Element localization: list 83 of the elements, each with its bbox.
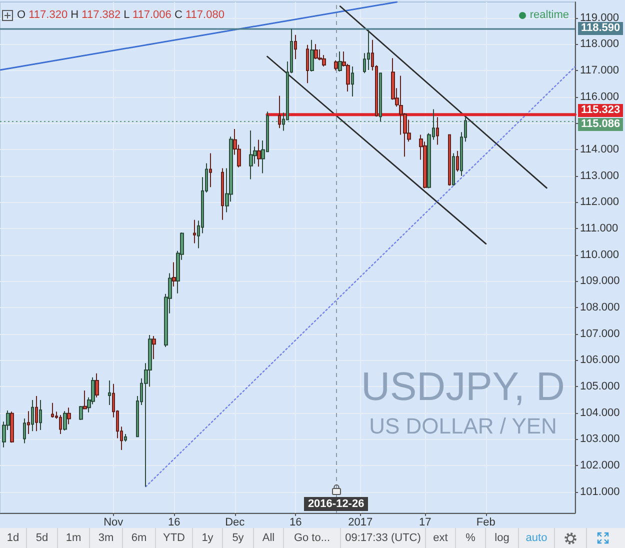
text: 5y (222, 528, 253, 548)
annotation: O 117.320 H 117.382 L 117.006 C 117.080 (17, 9, 224, 21)
candlestick (35, 396, 38, 432)
y-tick-label: 104.000 (580, 406, 620, 419)
text: All (253, 528, 283, 548)
candlestick (193, 219, 196, 244)
annotation: realtime (530, 9, 569, 22)
candlestick (59, 414, 62, 434)
candlestick (314, 44, 318, 60)
y-tick-label: 109.000 (580, 275, 620, 288)
text: US DOLLAR / YEN (369, 414, 557, 438)
candlestick (448, 134, 451, 186)
y-tick-label: 106.000 (580, 354, 620, 366)
candlestick (67, 407, 71, 425)
text: 1d (6, 531, 20, 546)
candlestick (51, 402, 54, 418)
y-tick-label: 111.000 (580, 222, 618, 235)
x-tick-label: Feb (476, 516, 496, 528)
y-tick-label: 116.000 (580, 90, 619, 103)
y-tick-label: 105.000 (580, 380, 620, 393)
y-tick-label: 114.000 (580, 144, 619, 156)
candlestick (27, 410, 30, 434)
x-tick-label: 16 (168, 516, 180, 528)
y-tick-label: 108.000 (580, 302, 620, 314)
candlestick (124, 433, 127, 442)
candlestick (310, 39, 314, 72)
y-tick-label: 102.000 (580, 460, 620, 472)
candlestick (39, 400, 42, 431)
text: auto (518, 528, 554, 548)
candlestick (338, 51, 342, 72)
x-tick-label: 16 (289, 516, 302, 528)
candlestick (152, 335, 156, 360)
candlestick (23, 418, 26, 444)
y-tick-label: 110.000 (580, 248, 619, 261)
candlestick (351, 66, 354, 98)
candlestick (209, 152, 212, 188)
candlestick (83, 390, 87, 410)
candlestick (456, 150, 459, 172)
candlestick (278, 95, 281, 129)
candlestick (172, 262, 176, 287)
y-tick-label: 113.000 (580, 170, 619, 182)
candlestick (257, 139, 261, 168)
y-tick-label: 112.000 (580, 196, 619, 208)
text: 5d (26, 528, 57, 548)
candlestick (63, 410, 67, 432)
text: log (485, 528, 518, 548)
candlestick (221, 168, 224, 220)
x-tick-label: Nov (104, 516, 124, 528)
y-tick-label: 119.000 (580, 12, 619, 24)
x-tick-label: Dec (225, 516, 246, 528)
x-tick-label: 2017 (348, 516, 373, 528)
y-tick-label: 103.000 (580, 433, 620, 446)
text: 09:17:33 (UTC) (340, 528, 425, 548)
y-tick-label: 107.000 (580, 328, 620, 340)
text: USDJPY, D (361, 365, 565, 409)
candlestick (306, 44, 309, 84)
x-tick-label: 17 (419, 516, 432, 528)
candlestick (108, 380, 111, 406)
candlestick (294, 34, 297, 60)
candlestick (31, 400, 34, 432)
y-tick-label: 117.000 (580, 64, 619, 76)
candlestick (452, 152, 455, 186)
candlestick (95, 372, 99, 398)
text: Go to... (283, 528, 340, 548)
candlestick (334, 60, 338, 71)
text: 6m (122, 528, 155, 548)
text: 1y (192, 528, 222, 548)
text: ext (425, 528, 455, 548)
candlestick (79, 406, 83, 421)
ref-line-label: 115.086 (578, 118, 624, 132)
ref-line-label: 2016-12-26 (304, 497, 368, 511)
text: % (455, 528, 485, 548)
text: YTD (155, 528, 192, 548)
ref-line-label: 118.590 (578, 22, 624, 36)
y-tick-label: 101.000 (580, 486, 620, 498)
text: 3m (89, 528, 122, 548)
y-tick-label: 118.000 (580, 38, 619, 50)
candlestick (10, 411, 14, 444)
candlestick (367, 29, 370, 70)
text: 1m (57, 528, 89, 548)
candlestick (436, 116, 439, 146)
data-label: 115.323 (578, 104, 624, 118)
candlestick (249, 130, 253, 180)
